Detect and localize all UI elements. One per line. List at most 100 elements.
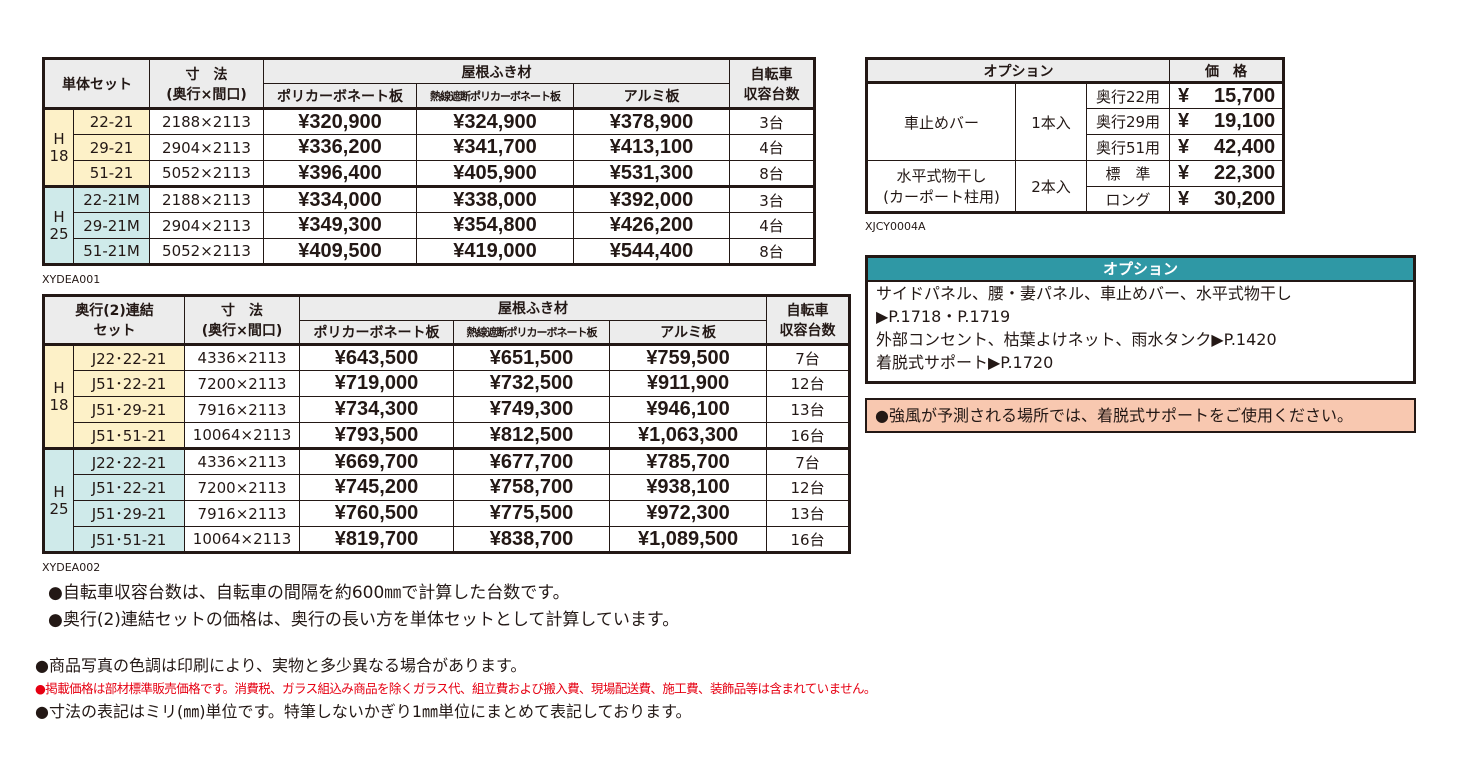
data-row: H 18 J22･22-21 4336×2113 ¥643,500 ¥651,500 ¥75… [43, 344, 851, 449]
dimensions: 2904×2113 [149, 134, 264, 161]
option-name: 水平式物干し (カーポート柱用) [866, 160, 1016, 213]
price: ¥419,000 [416, 238, 574, 265]
price: ¥378,900 [572, 108, 731, 135]
set-code: J51･22-21 [72, 370, 186, 397]
price: ¥760,500 [299, 500, 455, 527]
roof-col-header: 熱線遮断ポリカーボネート板 [453, 319, 611, 346]
data-row: 奥行51用 ¥42,400 [867, 134, 1284, 161]
price: ¥669,700 [299, 447, 455, 475]
price: ¥819,700 [299, 526, 455, 553]
dimensions: 7200×2113 [184, 370, 301, 397]
cell-line: 寸 法 [221, 303, 264, 319]
set-header: 奥行(2)連結 セット [42, 295, 186, 346]
amount: 15,700 [1213, 84, 1276, 107]
currency: ¥ [1178, 162, 1190, 184]
bike-capacity: 4台 [729, 134, 816, 161]
data-row: 29-21 2904×2113 ¥336,200 ¥341,700 ¥413,100 4台 [44, 134, 816, 161]
caption: XYDEA001 [42, 273, 101, 286]
footer-note: ●商品写真の色調は印刷により、実物と多少異なる場合があります。 [35, 656, 527, 675]
cell-line: 18 [49, 146, 69, 165]
warning: ●強風が予測される場所では、着脱式サポートをご使用ください。 [865, 398, 1416, 433]
dimensions: 4336×2113 [184, 447, 301, 475]
price: ¥30,200 [1169, 186, 1284, 213]
price: ¥336,200 [263, 134, 417, 161]
group-label: H 18 [43, 108, 74, 187]
option-header: オプション [866, 58, 1170, 84]
header-row: ポリカーボネート板 熱線遮断ポリカーボネート板 アルミ板 [44, 319, 850, 346]
amount: 19,100 [1213, 110, 1276, 132]
data-row: J51･29-21 7916×2113 ¥760,500 ¥775,500 ¥972,3… [44, 500, 851, 527]
cell-line: 単体セット [62, 76, 132, 93]
bike-capacity: 8台 [729, 238, 816, 265]
dimensions: 5052×2113 [149, 238, 264, 265]
cell-line: 車止めバー [903, 113, 979, 132]
price: ¥349,300 [263, 212, 417, 239]
dimensions: 4336×2113 [184, 344, 301, 371]
option-line: サイドパネル、腰・妻パネル、車止めバー、水平式物干し [876, 284, 1292, 303]
price: ¥338,000 [416, 185, 574, 213]
dimensions: 7200×2113 [184, 474, 301, 501]
set-code: 51-21M [73, 238, 150, 265]
price: ¥1,063,300 [609, 422, 768, 449]
currency: ¥ [1178, 110, 1190, 132]
set-code: J51･29-21 [72, 396, 186, 423]
header-row: ポリカーボネート板 熱線遮断ポリカーボネート板 アルミ板 [44, 83, 815, 110]
price: ¥775,500 [453, 500, 611, 527]
header-row: オプション価 格 [866, 58, 1284, 84]
roof-header: 屋根ふき材 [262, 58, 731, 84]
price: ¥409,500 [263, 238, 417, 265]
options-box-title: オプション [868, 258, 1413, 282]
price: ¥22,300 [1169, 160, 1284, 187]
bike-capacity: 13台 [766, 396, 851, 423]
roof-col-header: 熱線遮断ポリカーボネート板 [416, 83, 574, 110]
cell-line: 奥行(2)連結 [75, 303, 154, 319]
options-box: オプション サイドパネル、腰・妻パネル、車止めバー、水平式物干し ▶P.1718・… [865, 255, 1416, 384]
bike-capacity: 13台 [766, 500, 851, 527]
price: ¥42,400 [1169, 134, 1284, 161]
footer-notes: ●商品写真の色調は印刷により、実物と多少異なる場合があります。 ●掲載価格は部材標… [35, 654, 876, 723]
price: ¥531,300 [572, 160, 731, 187]
dimensions: 10064×2113 [184, 422, 301, 449]
cell-line: 収容台数 [743, 86, 800, 103]
set-code: J51･51-21 [72, 422, 186, 449]
price: ¥405,900 [416, 160, 574, 187]
price: ¥1,089,500 [609, 526, 768, 553]
double-set-table-wrap: 奥行(2)連結 セット寸 法 (奥行×間口) 屋根ふき材 自転車 収容台数 ポリカーボネート… [42, 294, 852, 554]
set-code: 29-21 [73, 134, 150, 161]
table-head: 奥行(2)連結 セット寸 法 (奥行×間口) 屋根ふき材 自転車 収容台数 ポリカーボネート… [42, 295, 851, 346]
price: ¥677,700 [453, 447, 611, 475]
price: ¥392,000 [572, 185, 731, 213]
price-table: 奥行(2)連結 セット寸 法 (奥行×間口) 屋根ふき材 自転車 収容台数 ポリカーボネート… [42, 294, 852, 554]
bike-capacity: 12台 [766, 370, 851, 397]
price: ¥972,300 [609, 500, 768, 527]
data-row: J51･51-21 10064×2113 ¥819,700 ¥838,700 ¥1,08… [44, 526, 851, 553]
bike-capacity: 16台 [766, 422, 851, 449]
price: ¥745,200 [299, 474, 455, 501]
set-code: J22･22-21 [72, 344, 186, 371]
price: ¥354,800 [416, 212, 574, 239]
set-code: J51･29-21 [72, 500, 186, 527]
data-row: ロング ¥30,200 [867, 186, 1284, 213]
price: ¥413,100 [572, 134, 731, 161]
price: ¥544,400 [572, 238, 731, 265]
quantity: 2本入 [1015, 160, 1087, 213]
cell-line: 自転車 [786, 303, 829, 319]
notes: ●自転車収容台数は、自転車の間隔を約600㎜で計算した台数です。 ●奥行(2)連結… [48, 580, 679, 634]
set-code: J22･22-21 [72, 447, 186, 475]
price: ¥911,900 [609, 370, 768, 397]
price: ¥758,700 [453, 474, 611, 501]
price: ¥938,100 [609, 474, 768, 501]
price-header: 価 格 [1169, 58, 1284, 84]
data-row: H 25 22-21M 2188×2113 ¥334,000 ¥338,000 ¥392,0… [43, 185, 816, 265]
option-line: 外部コンセント、枯葉よけネット、雨水タンク▶P.1420 [876, 330, 1277, 349]
dimensions: 7916×2113 [184, 500, 301, 527]
price: ¥759,500 [609, 344, 768, 371]
roof-header: 屋根ふき材 [299, 295, 768, 321]
cell-line: 寸 法 [185, 66, 228, 83]
price: ¥15,700 [1169, 82, 1284, 109]
roof-col-header: ポリカーボネート板 [299, 319, 455, 346]
data-row: J51･22-21 7200×2113 ¥745,200 ¥758,700 ¥938,1… [44, 474, 851, 501]
cell-line: 25 [49, 499, 69, 518]
cell-line: セット [93, 323, 136, 339]
amount: 30,200 [1213, 187, 1276, 210]
